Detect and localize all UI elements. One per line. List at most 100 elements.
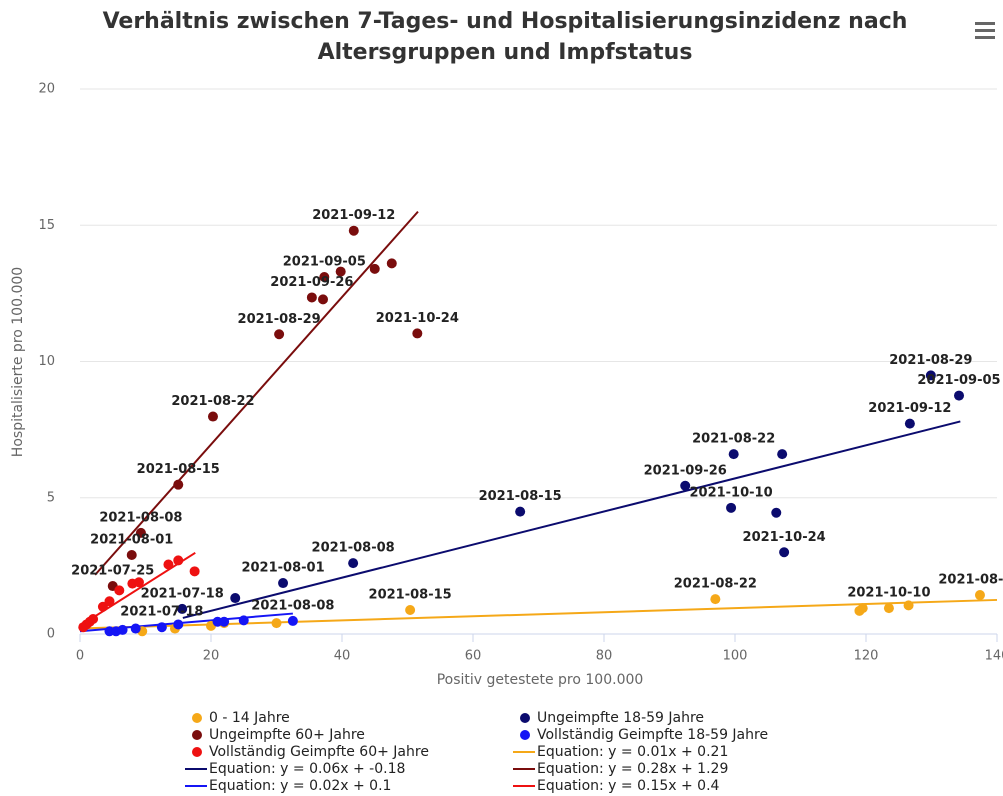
point <box>133 577 144 588</box>
point-label: 2021-07-18 <box>141 586 224 601</box>
legend-symbol <box>520 730 530 740</box>
point <box>779 547 790 558</box>
x-tick-label: 40 <box>334 649 351 664</box>
point-label: 2021-08-08 <box>99 510 182 525</box>
menu-button[interactable] <box>975 22 995 39</box>
point <box>173 555 184 566</box>
trend-line <box>182 420 961 619</box>
point <box>230 593 241 604</box>
point-label: 2021-08-29 <box>238 312 321 327</box>
point-label: 2021-08-22 <box>692 432 775 447</box>
y-axis-title: Hospitalisierte pro 100.000 <box>10 267 26 457</box>
point <box>726 502 737 513</box>
point <box>306 292 317 303</box>
legend-label: Equation: y = 0.01x + 0.21 <box>537 744 728 760</box>
point-label: 2021-08-29 <box>889 353 972 368</box>
point <box>777 449 788 460</box>
point-label: 2021-08-01 <box>90 532 173 547</box>
y-tick-label: 10 <box>38 354 55 369</box>
point <box>954 390 965 401</box>
point <box>126 549 137 560</box>
point <box>728 449 739 460</box>
point <box>274 329 285 340</box>
point <box>104 596 115 607</box>
point <box>386 258 397 269</box>
point <box>117 624 128 635</box>
point-label: 2021-08-22 <box>171 394 254 409</box>
point-label: 2021-09-26 <box>270 275 353 290</box>
legend-label: Ungeimpfte 18-59 Jahre <box>537 710 704 726</box>
point <box>163 559 174 570</box>
point <box>238 615 249 626</box>
point-label: 2021-09-05 <box>283 255 366 270</box>
point <box>710 594 721 605</box>
point <box>271 618 282 629</box>
point <box>97 601 108 612</box>
y-tick-label: 0 <box>47 627 55 642</box>
point-label: 2021-08-08 <box>251 598 334 613</box>
point-label: 2021-07-25 <box>71 564 154 579</box>
point <box>412 328 423 339</box>
x-tick-label: 60 <box>465 649 482 664</box>
point-label: 2021-08-22 <box>674 577 757 592</box>
point <box>335 266 346 277</box>
y-tick-label: 20 <box>38 82 55 97</box>
point <box>515 506 526 517</box>
point <box>173 479 184 490</box>
chart-subtitle: Altersgruppen und Impfstatus <box>318 40 693 65</box>
point <box>857 603 868 614</box>
trend-line <box>79 598 998 630</box>
point-label: 2021-08-01 <box>241 561 324 576</box>
point-label: 2021-08-29 <box>938 573 1003 588</box>
legend-symbol <box>192 730 202 740</box>
point <box>904 418 915 429</box>
point-label: 2021-09-05 <box>917 373 1000 388</box>
point-label: 2021-08-15 <box>369 588 452 603</box>
x-tick-label: 140 <box>985 649 1003 664</box>
point-label: 2021-10-24 <box>376 311 459 326</box>
legend-label: Vollständig Geimpfte 18-59 Jahre <box>537 727 768 743</box>
point <box>348 225 359 236</box>
trend-line <box>79 551 196 627</box>
point <box>369 263 380 274</box>
point-label: 2021-09-26 <box>644 463 727 478</box>
point <box>156 622 167 633</box>
legend-symbol <box>192 747 202 757</box>
point <box>680 480 691 491</box>
point <box>114 585 125 596</box>
point <box>319 272 330 283</box>
legend-symbol <box>192 713 202 723</box>
x-axis-title: Positiv getestete pro 100.000 <box>437 672 644 688</box>
point <box>135 527 146 538</box>
legend-label: Equation: y = 0.06x + -0.18 <box>209 761 405 777</box>
point <box>177 603 188 614</box>
y-tick-label: 5 <box>47 490 55 505</box>
point-label: 2021-10-10 <box>847 586 930 601</box>
point <box>189 566 200 577</box>
chart-title: Verhältnis zwischen 7-Tages- und Hospita… <box>103 9 908 34</box>
legend-label: 0 - 14 Jahre <box>209 710 290 726</box>
point <box>318 294 329 305</box>
point <box>903 600 914 611</box>
point-label: 2021-10-24 <box>743 530 826 545</box>
point-label: 2021-07-18 <box>120 605 203 620</box>
x-tick-label: 120 <box>854 649 879 664</box>
legend-label: Ungeimpfte 60+ Jahre <box>209 727 365 743</box>
point <box>278 578 289 589</box>
trend-line <box>94 210 419 576</box>
legend-label: Vollständig Geimpfte 60+ Jahre <box>209 744 429 760</box>
point-label: 2021-10-10 <box>689 485 772 500</box>
x-tick-label: 100 <box>723 649 748 664</box>
point <box>405 605 416 616</box>
point <box>207 411 218 422</box>
point-label: 2021-08-15 <box>137 462 220 477</box>
point-label: 2021-09-12 <box>868 401 951 416</box>
point-label: 2021-09-12 <box>312 208 395 223</box>
point-label: 2021-08-15 <box>479 489 562 504</box>
point <box>173 619 184 630</box>
point-label: 2021-08-08 <box>312 541 395 556</box>
point <box>219 616 230 627</box>
x-tick-label: 20 <box>203 649 220 664</box>
point <box>88 614 99 625</box>
